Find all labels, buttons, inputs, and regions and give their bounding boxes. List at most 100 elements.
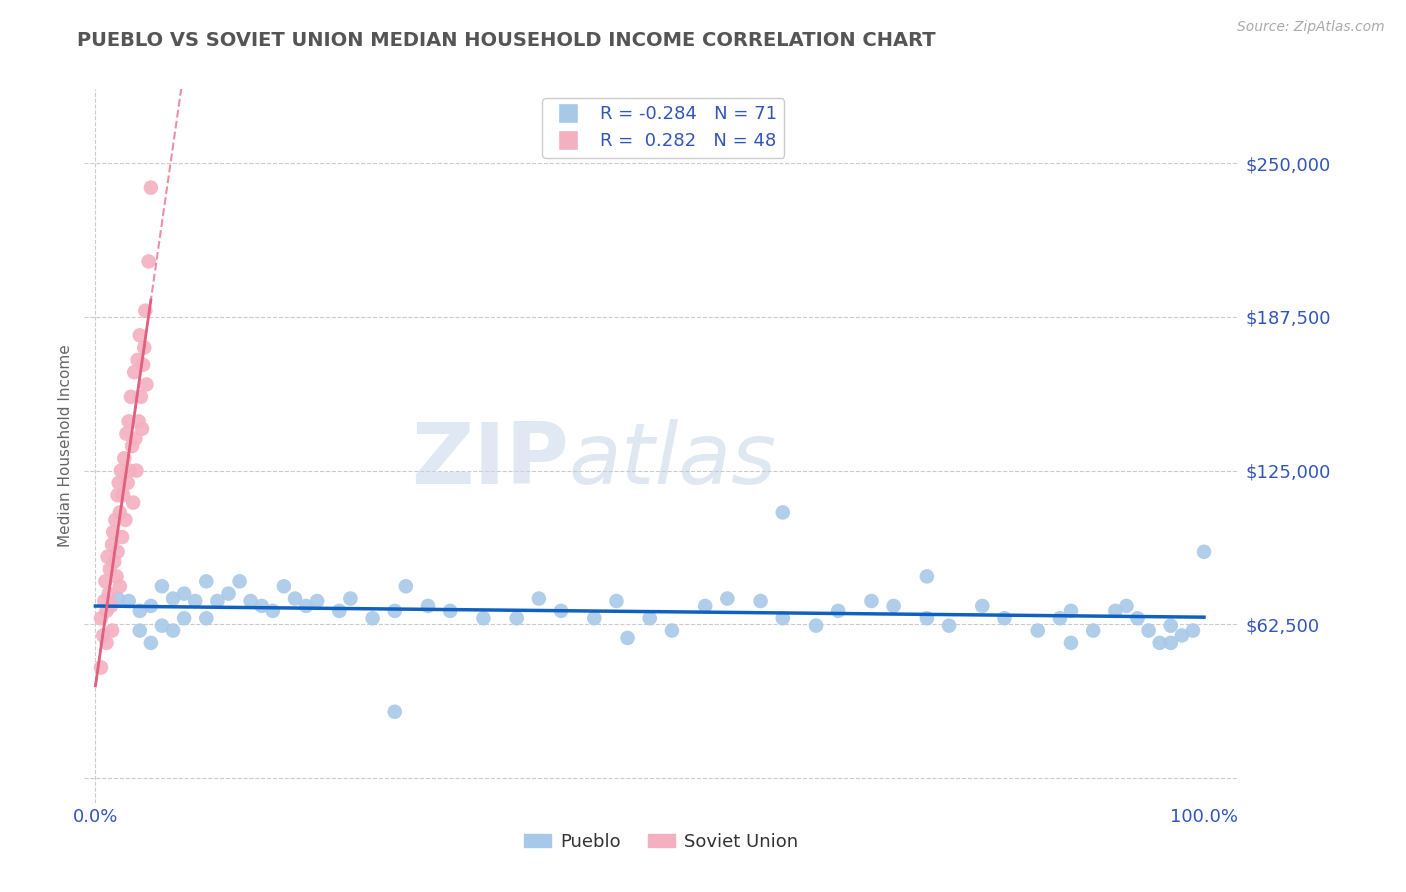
Point (616, 631, 638, 645)
Point (1160, 618, 1182, 632)
Point (93, 594, 115, 608)
Point (97, 549, 120, 564)
Point (339, 591, 361, 606)
Point (107, 545, 129, 559)
Point (112, 488, 135, 502)
Point (139, 599, 162, 613)
Point (96, 636, 118, 650)
Point (661, 624, 683, 638)
Point (1137, 624, 1160, 638)
Point (273, 579, 295, 593)
Point (295, 599, 318, 613)
Point (284, 591, 307, 606)
Legend: Pueblo, Soviet Union: Pueblo, Soviet Union (516, 826, 806, 858)
Point (860, 594, 883, 608)
Point (307, 594, 329, 608)
Point (134, 303, 156, 318)
Point (915, 569, 938, 583)
Point (550, 604, 572, 618)
Point (262, 604, 284, 618)
Point (122, 365, 145, 379)
Point (101, 537, 124, 551)
Point (122, 495, 145, 509)
Point (128, 328, 150, 343)
Point (103, 525, 124, 540)
Point (139, 180, 162, 194)
Point (395, 579, 418, 593)
Point (1181, 624, 1204, 638)
Point (1060, 604, 1083, 618)
Point (107, 488, 129, 502)
Point (97, 587, 120, 601)
Point (150, 579, 173, 593)
Point (1126, 611, 1149, 625)
Point (114, 513, 136, 527)
Point (250, 599, 273, 613)
Text: PUEBLO VS SOVIET UNION MEDIAN HOUSEHOLD INCOME CORRELATION CHART: PUEBLO VS SOVIET UNION MEDIAN HOUSEHOLD … (77, 31, 936, 50)
Point (128, 414, 150, 428)
Point (195, 611, 218, 625)
Point (124, 432, 146, 446)
Point (416, 599, 439, 613)
Point (207, 594, 229, 608)
Point (361, 611, 384, 625)
Point (827, 604, 849, 618)
Point (1026, 624, 1049, 638)
Point (915, 611, 938, 625)
Point (127, 352, 149, 367)
Point (90, 660, 112, 674)
Point (472, 611, 495, 625)
Point (120, 390, 142, 404)
Point (583, 611, 606, 625)
Point (527, 591, 550, 606)
Text: Source: ZipAtlas.com: Source: ZipAtlas.com (1237, 20, 1385, 34)
Point (125, 464, 148, 478)
Point (1049, 611, 1071, 625)
Point (105, 569, 128, 583)
Point (111, 530, 134, 544)
Point (138, 254, 160, 268)
Point (98, 562, 121, 576)
Point (605, 594, 627, 608)
Point (118, 464, 141, 478)
Point (1115, 599, 1137, 613)
Point (118, 414, 141, 428)
Point (139, 636, 162, 650)
Point (384, 705, 406, 719)
Point (96, 604, 118, 618)
Point (110, 464, 132, 478)
Point (131, 422, 153, 436)
Point (162, 591, 184, 606)
Point (107, 591, 129, 606)
Point (90, 611, 112, 625)
Point (638, 611, 661, 625)
Point (91, 628, 114, 642)
Text: atlas: atlas (568, 418, 776, 502)
Point (1149, 636, 1171, 650)
Point (195, 574, 218, 589)
Point (239, 594, 262, 608)
Point (132, 358, 155, 372)
Point (972, 599, 994, 613)
Point (1104, 604, 1126, 618)
Point (384, 604, 406, 618)
Point (118, 594, 141, 608)
Point (1171, 628, 1194, 642)
Point (94, 574, 117, 589)
Point (1060, 636, 1083, 650)
Point (218, 587, 240, 601)
Point (128, 604, 150, 618)
Point (117, 475, 139, 490)
Text: ZIP: ZIP (411, 418, 568, 502)
Point (716, 591, 738, 606)
Point (112, 451, 135, 466)
Point (100, 599, 122, 613)
Point (162, 624, 184, 638)
Point (993, 611, 1015, 625)
Point (135, 377, 157, 392)
Point (506, 611, 529, 625)
Point (129, 390, 152, 404)
Point (128, 624, 150, 638)
Point (173, 587, 195, 601)
Point (101, 624, 124, 638)
